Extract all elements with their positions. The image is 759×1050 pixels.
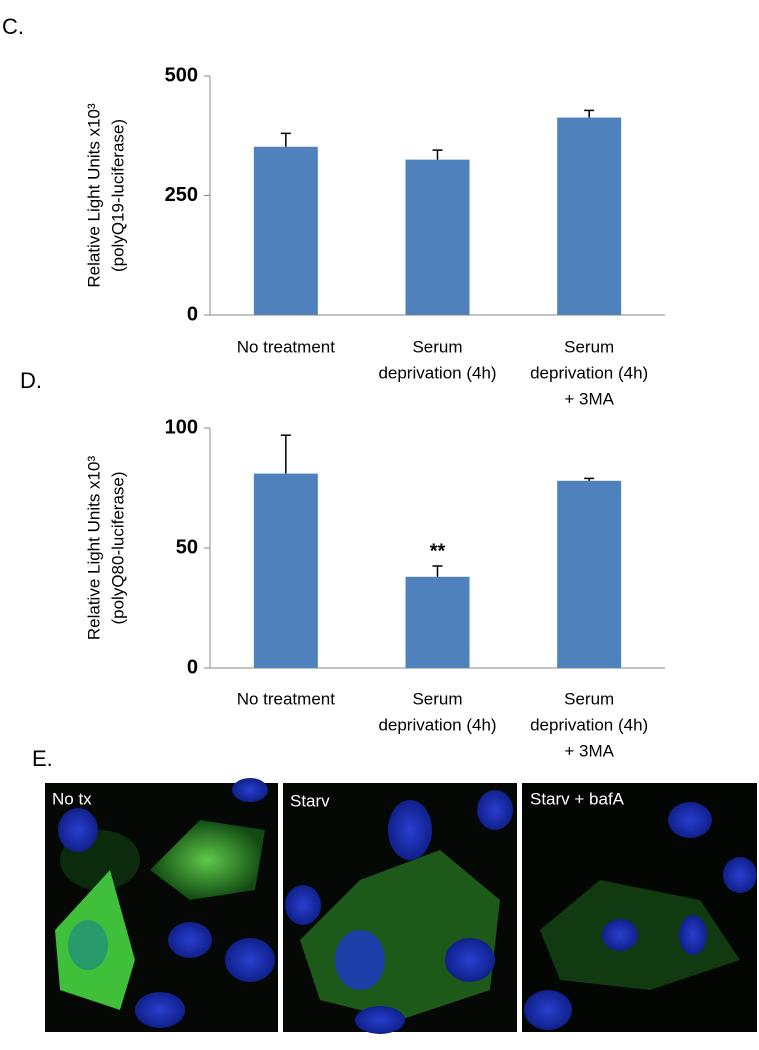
nucleus (335, 930, 385, 990)
x-tick-label: No treatment (237, 337, 336, 356)
y-axis-label: Relative Light Units x10³ (84, 456, 103, 641)
error-bar (584, 109, 595, 118)
x-tick-label: Serum (412, 337, 462, 356)
image-label: No tx (52, 789, 92, 808)
bar (253, 146, 318, 315)
nucleus (524, 990, 572, 1030)
x-tick-label: Serum (564, 689, 614, 708)
x-tick-label: Serum (412, 689, 462, 708)
y-axis-label: (polyQ19-luciferase) (108, 119, 127, 272)
bar (405, 159, 470, 315)
panel-label: C. (2, 14, 24, 39)
error-bar (432, 565, 443, 577)
nucleus (388, 800, 432, 860)
error-bar (432, 149, 443, 160)
x-tick-label: deprivation (4h) (378, 715, 496, 734)
nucleus (355, 1006, 405, 1034)
nucleus (602, 919, 638, 951)
nucleus (723, 857, 757, 893)
nucleus (679, 915, 707, 955)
y-tick-label: 250 (165, 184, 198, 206)
annotation: ** (430, 540, 446, 562)
y-tick-label: 100 (165, 416, 198, 438)
y-tick-label: 0 (187, 303, 198, 325)
bar (253, 473, 318, 668)
error-bar (584, 477, 595, 481)
nucleus (445, 938, 495, 982)
bar (557, 117, 622, 315)
x-tick-label: + 3MA (564, 389, 614, 408)
y-tick-label: 500 (165, 64, 198, 86)
x-tick-label: Serum (564, 337, 614, 356)
y-tick-label: 0 (187, 656, 198, 678)
x-tick-label: No treatment (237, 689, 336, 708)
nucleus (225, 938, 275, 982)
image-label: Starv (290, 791, 330, 810)
x-tick-label: + 3MA (564, 741, 614, 760)
bar (557, 480, 622, 668)
image-label: Starv + bafA (530, 789, 625, 808)
nucleus (477, 790, 513, 830)
cell (150, 820, 265, 900)
x-tick-label: deprivation (4h) (378, 363, 496, 382)
y-tick-label: 50 (176, 536, 198, 558)
image-panel: Starv (283, 783, 517, 1034)
nucleus (285, 885, 321, 925)
x-tick-label: deprivation (4h) (530, 363, 648, 382)
nucleus (68, 920, 108, 970)
nucleus (168, 922, 212, 958)
nucleus (58, 808, 98, 852)
nucleus (135, 992, 185, 1028)
image-panel: No tx (45, 778, 278, 1032)
image-panel: Starv + bafA (522, 783, 757, 1032)
y-axis-label: Relative Light Units x10³ (84, 103, 103, 288)
nucleus (668, 802, 712, 838)
panel-label: E. (32, 746, 53, 771)
nucleus (232, 778, 268, 802)
y-axis-label: (polyQ80-luciferase) (108, 471, 127, 624)
panel-label: D. (20, 368, 42, 393)
error-bar (280, 434, 291, 474)
cell (540, 880, 740, 990)
bar (405, 576, 470, 668)
x-tick-label: deprivation (4h) (530, 715, 648, 734)
error-bar (280, 132, 291, 147)
